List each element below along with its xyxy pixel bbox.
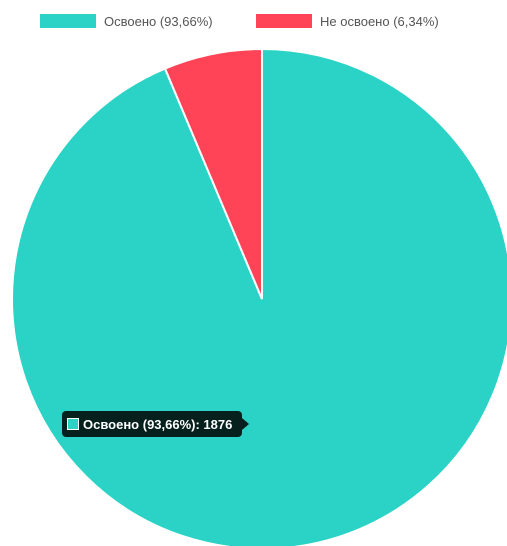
legend-item-osvoeno[interactable]: Освоено (93,66%) — [40, 9, 213, 33]
legend-label-osvoeno: Освоено (93,66%) — [104, 13, 213, 29]
legend-item-ne-osvoeno[interactable]: Не освоено (6,34%) — [256, 9, 439, 33]
chart-legend: Освоено (93,66%) Не освоено (6,34%) — [0, 9, 507, 33]
legend-label-ne-osvoeno: Не освоено (6,34%) — [320, 13, 439, 29]
pie-slice-ne-osvoeno[interactable] — [163, 47, 263, 300]
legend-swatch-osvoeno — [40, 14, 96, 28]
legend-swatch-ne-osvoeno — [256, 14, 312, 28]
tooltip-color-swatch — [67, 418, 79, 430]
chart-tooltip: Освоено (93,66%): 1876 — [62, 411, 250, 437]
tooltip-label: Освоено (93,66%): 1876 — [83, 416, 233, 432]
